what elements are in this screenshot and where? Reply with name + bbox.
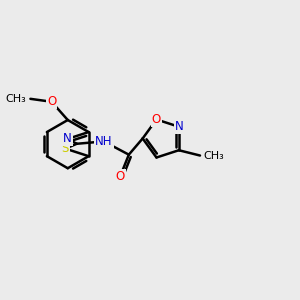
Text: O: O [152,113,161,126]
Text: NH: NH [95,135,112,148]
Text: N: N [63,132,72,146]
Text: O: O [116,170,124,183]
Text: N: N [175,120,183,133]
Text: S: S [62,142,69,155]
Text: CH₃: CH₃ [5,94,26,104]
Text: CH₃: CH₃ [203,151,224,160]
Text: O: O [47,95,56,108]
